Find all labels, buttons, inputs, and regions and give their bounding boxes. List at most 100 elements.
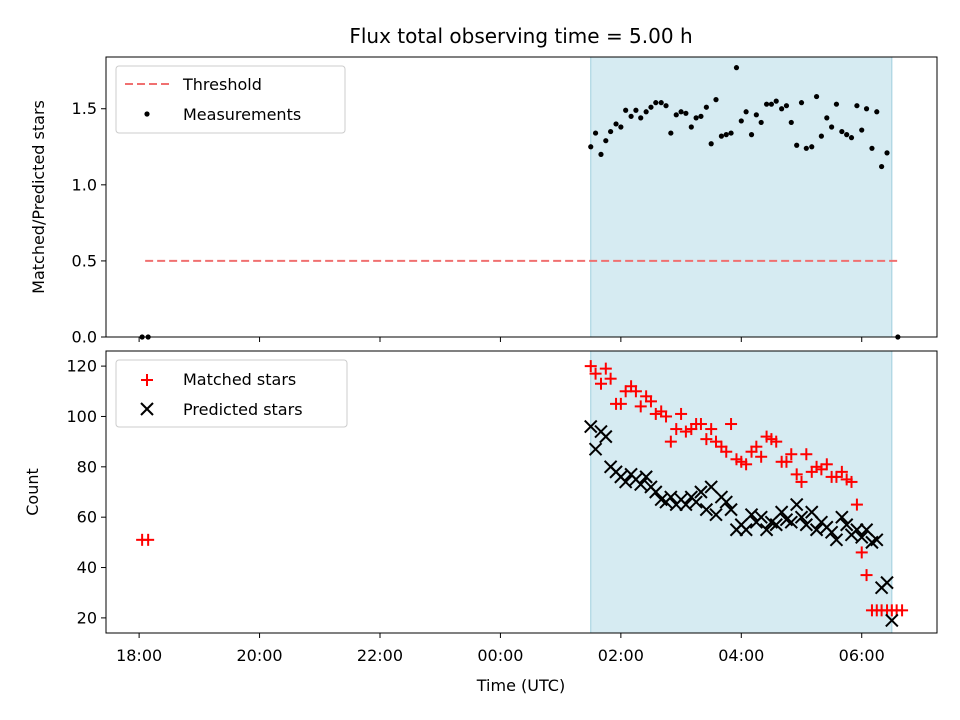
measurements-point bbox=[673, 112, 679, 118]
top-ytick-label: 0.5 bbox=[72, 251, 97, 270]
measurements-point bbox=[588, 144, 594, 150]
matched-stars-point bbox=[634, 400, 647, 413]
bottom-legend-box bbox=[115, 359, 348, 428]
measurements-point bbox=[824, 115, 830, 121]
predicted-stars-point bbox=[835, 510, 849, 524]
bottom-panel: 20 40 60 80 100 120 18:00 20:00 22:00 00:00 02:00… bbox=[23, 350, 938, 695]
predicted-stars-point bbox=[885, 613, 899, 628]
predicted-stars-point bbox=[689, 495, 703, 509]
matched-stars-point bbox=[589, 367, 602, 380]
matched-stars-point bbox=[850, 498, 863, 511]
top-axes-frame bbox=[105, 56, 938, 338]
legend-predicted-swatch bbox=[140, 402, 154, 416]
xtick-label: 04:00 bbox=[718, 646, 764, 665]
matched-stars-point bbox=[896, 604, 909, 617]
predicted-stars-point bbox=[694, 485, 708, 499]
predicted-stars-point bbox=[709, 507, 723, 522]
measurements-point bbox=[869, 145, 875, 151]
top-ytick-label: 1.0 bbox=[72, 175, 97, 194]
matched-stars-point bbox=[660, 410, 673, 423]
xtick-label: 06:00 bbox=[839, 646, 885, 665]
predicted-stars-point bbox=[754, 510, 768, 524]
measurements-point bbox=[753, 112, 759, 118]
matched-stars-point bbox=[594, 377, 607, 390]
measurements-point bbox=[803, 145, 809, 151]
predicted-stars-point bbox=[618, 475, 633, 489]
bot-ytick-label: 20 bbox=[77, 608, 97, 627]
matched-stars-point bbox=[584, 360, 597, 373]
measurements-point bbox=[884, 150, 890, 156]
predicted-stars-point bbox=[699, 502, 714, 517]
predicted-stars-point bbox=[704, 480, 718, 494]
predicted-stars-point bbox=[649, 485, 663, 499]
measurements-point bbox=[653, 100, 659, 106]
measurements-point bbox=[698, 113, 704, 119]
measurements-point bbox=[608, 128, 614, 135]
measurements-point bbox=[723, 132, 729, 138]
xtick-label: 22:00 bbox=[357, 646, 403, 665]
predicted-stars-point bbox=[588, 442, 603, 456]
predicted-stars-point bbox=[724, 502, 738, 517]
measurements-point bbox=[783, 103, 790, 109]
measurements-point bbox=[879, 163, 885, 170]
measurements-point bbox=[818, 133, 824, 139]
matched-stars-point bbox=[720, 445, 733, 458]
bottom-ylabel: Count bbox=[23, 468, 42, 516]
predicted-stars-point bbox=[599, 429, 613, 444]
measurements-point bbox=[623, 107, 629, 113]
matched-stars-point bbox=[835, 465, 848, 478]
matched-stars-point bbox=[664, 435, 677, 448]
predicted-stars-point bbox=[759, 523, 774, 537]
predicted-stars-point bbox=[769, 518, 783, 532]
measurements-point bbox=[788, 119, 794, 126]
xtick-label: 20:00 bbox=[236, 646, 282, 665]
measurements-point bbox=[738, 118, 744, 124]
bot-ytick-label: 60 bbox=[77, 508, 97, 527]
bottom-legend: Matched stars Predicted stars bbox=[115, 359, 348, 428]
measurements-point bbox=[693, 115, 699, 121]
predicted-stars-point bbox=[799, 518, 814, 532]
measurements-point bbox=[603, 138, 609, 144]
predicted-stars-point bbox=[824, 525, 839, 539]
predicted-stars-point bbox=[639, 470, 653, 484]
matched-stars-point bbox=[679, 425, 692, 438]
predicted-stars-point bbox=[809, 523, 824, 537]
measurements-point bbox=[592, 130, 599, 136]
matched-stars-point bbox=[820, 458, 833, 471]
matched-stars-point bbox=[604, 372, 617, 385]
predicted-stars-point bbox=[664, 490, 678, 504]
measurements-point bbox=[683, 110, 689, 116]
predicted-stars-point bbox=[784, 515, 798, 529]
bottom-xlabel: Time (UTC) bbox=[476, 676, 565, 695]
measurements-point bbox=[643, 109, 649, 115]
matched-stars-point bbox=[705, 423, 718, 436]
bot-ytick-label: 40 bbox=[77, 558, 97, 577]
predicted-stars-point bbox=[870, 533, 884, 547]
predicted-stars-point bbox=[739, 523, 753, 537]
matched-stars-point bbox=[740, 458, 753, 471]
legend-measurements-label: Measurements bbox=[183, 105, 301, 124]
top-ytick-label: 1.5 bbox=[72, 99, 97, 118]
measurements-point bbox=[813, 93, 820, 100]
measurements-point bbox=[743, 109, 749, 115]
matched-stars-point bbox=[599, 362, 612, 375]
measurements-point bbox=[668, 130, 674, 136]
measurements-point bbox=[638, 115, 644, 121]
measurements-point bbox=[859, 127, 865, 133]
matched-stars-point bbox=[700, 433, 713, 446]
top-legend-box bbox=[115, 65, 346, 134]
legend-predicted-label: Predicted stars bbox=[183, 400, 303, 419]
bot-ytick-label: 100 bbox=[66, 407, 97, 426]
measurements-point bbox=[663, 103, 669, 109]
matched-stars-point bbox=[629, 385, 642, 398]
measurements-point bbox=[844, 132, 850, 138]
measurements-point bbox=[839, 128, 845, 135]
predicted-stars-point bbox=[719, 495, 733, 509]
measurements-point bbox=[633, 107, 639, 113]
predicted-stars-point bbox=[839, 518, 854, 532]
matched-stars-point bbox=[750, 440, 763, 453]
predicted-stars-point bbox=[829, 533, 844, 547]
matched-stars-point bbox=[780, 455, 793, 468]
xtick-label: 02:00 bbox=[598, 646, 644, 665]
